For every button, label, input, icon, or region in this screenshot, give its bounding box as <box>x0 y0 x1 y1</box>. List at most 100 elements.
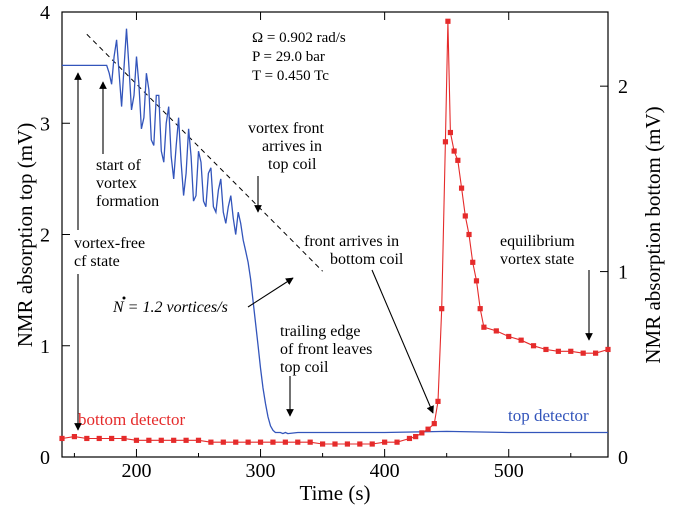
point-bottom-detector <box>208 439 214 445</box>
x-tick-label: 400 <box>370 460 400 482</box>
ann-eq-2: vortex state <box>500 251 574 268</box>
point-bottom-detector <box>458 185 465 191</box>
point-bottom-detector <box>447 129 454 136</box>
point-bottom-detector <box>425 426 431 432</box>
point-bottom-detector <box>121 435 127 442</box>
ann-vft-1: vortex front <box>248 120 325 137</box>
annotation-equilibrium: equilibrium vortex state <box>500 233 575 268</box>
y-left-tick-label: 4 <box>40 2 50 24</box>
point-bottom-detector <box>580 350 586 356</box>
annotation-front-bottom: front arrives in bottom coil <box>304 233 404 268</box>
ann-rate: N = 1.2 vortices/s <box>112 299 228 316</box>
y-left-tick-label: 3 <box>40 113 50 135</box>
point-bottom-detector <box>473 278 480 284</box>
point-bottom-detector <box>71 434 78 440</box>
rate-dot-icon <box>122 296 126 300</box>
point-bottom-detector <box>295 439 301 445</box>
point-bottom-detector <box>270 439 276 445</box>
point-bottom-detector <box>84 435 90 442</box>
ann-start-2: vortex <box>96 175 137 192</box>
point-bottom-detector <box>592 350 599 356</box>
point-bottom-detector <box>605 346 611 353</box>
point-bottom-detector <box>530 343 537 349</box>
point-bottom-detector <box>555 348 561 354</box>
series-group <box>59 18 611 447</box>
point-bottom-detector <box>307 439 313 445</box>
point-bottom-detector <box>133 437 140 443</box>
point-bottom-detector <box>419 430 425 436</box>
fit-line-group <box>86 33 323 272</box>
point-bottom-detector <box>394 439 400 445</box>
point-bottom-detector <box>233 439 239 445</box>
y-axis-left-label: NMR absorption top (mV) <box>13 123 37 348</box>
point-bottom-detector <box>435 398 441 404</box>
y-left-tick-label: 0 <box>40 447 50 469</box>
point-bottom-detector <box>382 439 388 445</box>
point-bottom-detector <box>568 348 574 354</box>
point-bottom-detector <box>493 328 499 334</box>
point-bottom-detector <box>442 139 449 145</box>
ann-eq-1: equilibrium <box>500 233 575 250</box>
ann-te-2: of front leaves <box>280 341 372 358</box>
annotation-start-formation: start of vortex formation <box>96 157 159 210</box>
y-left-tick-label: 1 <box>40 336 50 358</box>
y-axis-right-label: NMR absorption bottom (mV) <box>641 106 665 363</box>
annotation-vortex-front-top: vortex front arrives in top coil <box>248 120 325 173</box>
point-bottom-detector <box>406 435 413 442</box>
y-right-tick-label: 2 <box>618 76 628 98</box>
ann-fb-2: bottom coil <box>330 251 404 268</box>
point-bottom-detector <box>195 437 202 443</box>
x-tick-label: 300 <box>246 460 276 482</box>
point-bottom-detector <box>481 324 487 330</box>
param-omega: Ω = 0.902 rad/s <box>252 30 346 46</box>
point-bottom-detector <box>158 437 164 443</box>
point-bottom-detector <box>109 435 115 442</box>
arrow-front-bottom <box>371 269 434 414</box>
annotation-trailing-edge: trailing edge of front leaves top coil <box>280 323 372 376</box>
point-bottom-detector <box>357 441 363 447</box>
point-bottom-detector <box>439 306 445 312</box>
y-right-tick-label: 0 <box>618 447 628 469</box>
annotation-vortex-free: vortex-free cf state <box>74 235 145 270</box>
param-pressure: P = 29.0 bar <box>252 49 325 65</box>
point-bottom-detector <box>466 231 472 238</box>
x-tick-label: 200 <box>121 460 151 482</box>
point-bottom-detector <box>455 157 461 163</box>
bottom-detector-label: bottom detector <box>78 410 186 429</box>
ann-start-1: start of <box>96 157 142 174</box>
arrow-rate <box>247 277 294 308</box>
point-bottom-detector <box>543 346 549 353</box>
axis-ticks: 200 300 400 500 0 1 2 3 4 0 1 2 <box>40 2 628 482</box>
series-line-top-detector <box>62 28 608 435</box>
point-bottom-detector <box>518 337 524 343</box>
point-bottom-detector <box>59 435 65 442</box>
point-bottom-detector <box>369 441 375 447</box>
point-bottom-detector <box>332 441 338 447</box>
point-bottom-detector <box>220 439 226 445</box>
param-temperature: T = 0.450 Tc <box>252 68 329 84</box>
point-bottom-detector <box>319 441 326 447</box>
point-bottom-detector <box>451 148 457 154</box>
point-bottom-detector <box>470 259 476 265</box>
point-bottom-detector <box>245 439 251 445</box>
point-bottom-detector <box>506 333 512 340</box>
point-bottom-detector <box>282 439 288 445</box>
point-bottom-detector <box>146 437 152 443</box>
fit-line <box>86 33 323 272</box>
ann-te-1: trailing edge <box>280 323 360 340</box>
point-bottom-detector <box>257 439 264 445</box>
point-bottom-detector <box>171 437 177 443</box>
ann-fb-1: front arrives in <box>304 233 399 250</box>
ann-start-3: formation <box>96 193 159 210</box>
point-bottom-detector <box>477 306 483 312</box>
point-bottom-detector <box>96 435 102 442</box>
x-tick-label: 500 <box>494 460 524 482</box>
ann-vft-3: top coil <box>268 156 317 173</box>
annotation-rate: N = 1.2 vortices/s <box>112 296 228 316</box>
top-detector-label: top detector <box>508 406 589 425</box>
x-axis-label: Time (s) <box>300 481 371 505</box>
y-left-tick-label: 2 <box>40 225 50 247</box>
ann-vf-2: cf state <box>74 253 120 270</box>
ann-te-3: top coil <box>280 359 329 376</box>
